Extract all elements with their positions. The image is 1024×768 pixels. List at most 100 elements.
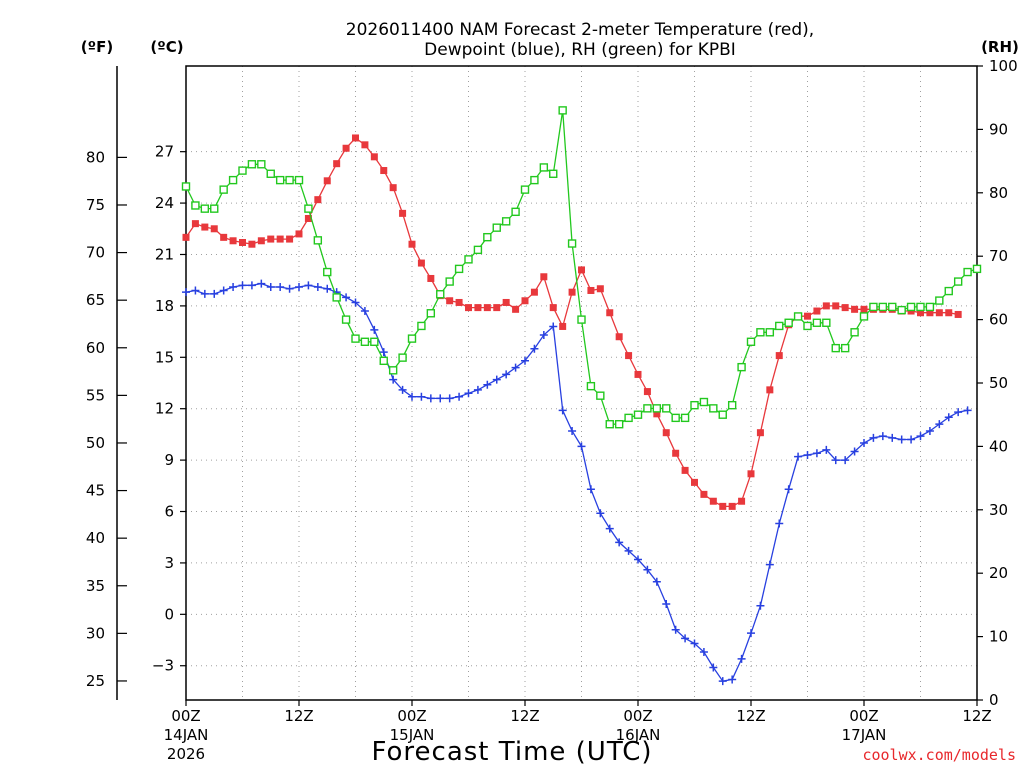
rh-point xyxy=(859,312,869,321)
rh-point xyxy=(351,334,360,343)
rh-point xyxy=(803,321,812,331)
rh-point xyxy=(238,166,247,175)
rh-point xyxy=(963,267,972,277)
temperature-point xyxy=(813,307,821,315)
rh-point xyxy=(775,321,784,331)
temperature-point xyxy=(615,333,623,341)
rh-point xyxy=(652,404,662,413)
rh-point xyxy=(878,302,888,312)
rh-tick-label: 10 xyxy=(989,628,1008,646)
dewpoint-point xyxy=(615,538,624,547)
celsius-tick-label: 15 xyxy=(155,348,174,366)
dewpoint-point xyxy=(586,485,595,494)
dewpoint-point xyxy=(417,392,426,401)
dewpoint-point xyxy=(690,639,699,648)
rh-point xyxy=(341,315,351,324)
rh-point xyxy=(765,328,775,337)
temperature-point xyxy=(559,322,567,330)
celsius-tick-label: 12 xyxy=(155,400,174,418)
rh-point xyxy=(511,207,520,217)
dewpoint-point xyxy=(464,389,473,398)
temperature-point xyxy=(747,470,755,478)
temperature-point xyxy=(756,429,764,437)
fahrenheit-tick-label: 35 xyxy=(86,577,105,595)
dewpoint-point xyxy=(266,283,275,292)
temperature-point xyxy=(766,386,774,394)
dewpoint-point xyxy=(822,445,831,454)
dewpoint-point xyxy=(200,289,209,298)
dewpoint-point xyxy=(954,408,963,417)
dewpoint-point xyxy=(549,322,558,331)
fahrenheit-tick-label: 45 xyxy=(86,482,105,500)
celsius-tick-label: 6 xyxy=(164,503,174,521)
dewpoint-point xyxy=(483,380,492,389)
temperature-point xyxy=(606,309,614,317)
dewpoint-point xyxy=(860,438,868,447)
rh-tick-label: 100 xyxy=(989,57,1018,75)
temperature-point xyxy=(775,352,783,360)
rh-series xyxy=(181,106,982,429)
rh-point xyxy=(614,420,624,429)
celsius-tick-label: 9 xyxy=(164,451,174,469)
time-tick-label: 15JAN xyxy=(390,726,435,744)
temperature-point xyxy=(709,497,717,505)
dewpoint-point xyxy=(888,433,897,442)
dewpoint-point xyxy=(558,406,567,415)
dewpoint-point xyxy=(775,519,784,528)
rh-point xyxy=(181,182,191,191)
rh-point xyxy=(530,175,539,185)
temperature-point xyxy=(530,288,538,296)
rh-point xyxy=(210,204,219,213)
dewpoint-point xyxy=(182,288,190,297)
rh-tick-label: 70 xyxy=(989,247,1008,265)
celsius-tick-label: 18 xyxy=(155,297,174,315)
time-tick-label: 12Z xyxy=(284,707,313,725)
temperature-point xyxy=(417,259,425,267)
rh-point xyxy=(539,163,549,172)
dewpoint-point xyxy=(426,394,435,403)
time-tick-label: 17JAN xyxy=(842,726,887,744)
dewpoint-point xyxy=(370,325,379,334)
rh-point xyxy=(454,264,464,274)
temperature-point xyxy=(728,502,736,510)
celsius-tick-label: 3 xyxy=(164,554,174,572)
temperature-point xyxy=(380,167,388,175)
rh-point xyxy=(304,204,313,213)
time-tick-label: 12Z xyxy=(510,707,539,725)
dewpoint-line xyxy=(185,282,968,682)
rh-point xyxy=(944,286,953,296)
celsius-tick-label: −3 xyxy=(152,657,174,675)
rh-point xyxy=(285,175,294,185)
rh-point xyxy=(426,309,436,318)
temperature-point xyxy=(455,298,463,306)
celsius-tick-label: 24 xyxy=(155,194,174,212)
temperature-point xyxy=(832,302,840,310)
dewpoint-point xyxy=(257,279,266,288)
temperature-series xyxy=(182,134,962,510)
rh-point xyxy=(897,305,906,315)
dewpoint-point xyxy=(784,485,793,494)
rh-point xyxy=(888,302,897,312)
rh-point xyxy=(191,201,200,210)
fahrenheit-tick-label: 75 xyxy=(86,196,105,214)
chart-title-line2: Dewpoint (blue), RH (green) for KPBI xyxy=(424,40,736,60)
dewpoint-point xyxy=(709,663,718,672)
rh-point xyxy=(388,366,398,375)
dewpoint-point xyxy=(342,293,351,302)
dewpoint-point xyxy=(285,284,294,293)
temperature-point xyxy=(257,237,265,245)
temperature-point xyxy=(700,490,708,498)
dewpoint-point xyxy=(398,385,407,394)
fahrenheit-tick-label: 80 xyxy=(86,148,105,166)
celsius-tick-label: 21 xyxy=(155,245,174,263)
dewpoint-point xyxy=(963,406,972,415)
dewpoint-point xyxy=(295,283,303,292)
rh-point xyxy=(417,321,426,331)
rh-unit-label: (RH) xyxy=(981,38,1019,56)
temperature-point xyxy=(361,141,369,149)
dewpoint-point xyxy=(737,654,746,663)
dewpoint-point xyxy=(568,426,577,435)
rh-point xyxy=(840,343,850,353)
temperature-point xyxy=(323,177,331,185)
rh-point xyxy=(294,175,304,185)
